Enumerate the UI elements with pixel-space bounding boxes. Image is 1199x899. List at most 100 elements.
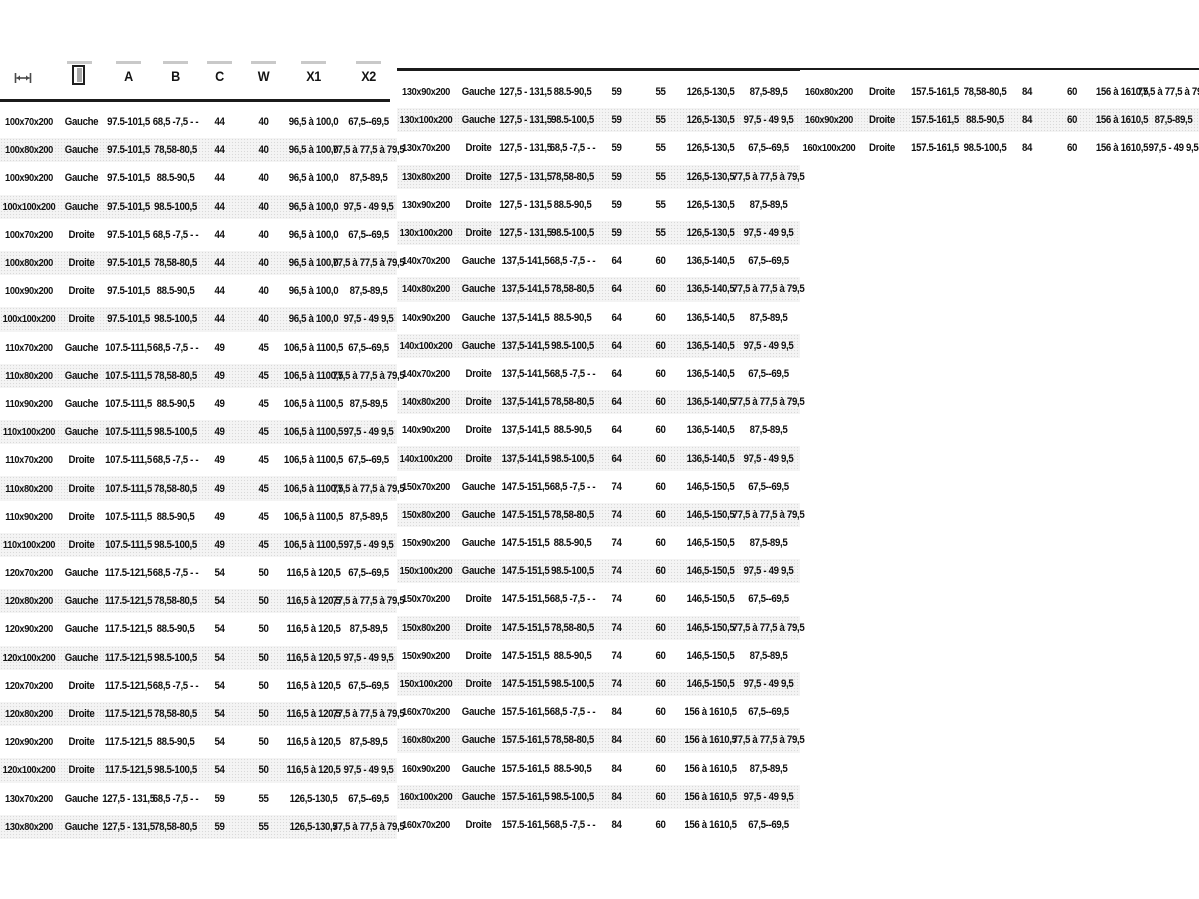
cell-x1: 146,5-150,5 <box>686 678 735 691</box>
cell-a: 107.5-111,5 <box>105 397 152 410</box>
cell-a: 137,5-141,5 <box>501 339 550 352</box>
cell-b: 88.5-90,5 <box>553 198 592 211</box>
cell-x2: 67,5--69,5 <box>748 818 789 831</box>
cell-x2: 87,5-89,5 <box>349 397 388 410</box>
cell-size: 130x90x200 <box>402 198 450 211</box>
cell-x1: 116,5 à 120,5 <box>286 708 341 721</box>
table-row: 120x100x200 Gauche 117.5-121,5 98.5-100,5 54… <box>0 643 397 672</box>
cell-w: 60 <box>655 621 666 634</box>
cell-c: 44 <box>214 172 225 185</box>
table-panel-middle: 130x90x200 Gauche 127,5 - 131,5 88.5-90,5 59… <box>397 0 805 899</box>
cell-side: Gauche <box>461 508 496 521</box>
cell-a: 127,5 - 131,5 <box>102 792 155 805</box>
cell-a: 117.5-121,5 <box>104 679 153 692</box>
cell-c: 84 <box>611 706 622 719</box>
cell-w: 55 <box>655 198 666 211</box>
cell-a: 127,5 - 131,5 <box>499 142 552 155</box>
cell-side: Droite <box>68 454 95 467</box>
cell-a: 137,5-141,5 <box>501 452 550 465</box>
cell-x2: 87,5-89,5 <box>749 537 788 550</box>
cell-a: 157.5-161,5 <box>911 86 959 99</box>
cell-a: 97.5-101,5 <box>107 228 150 241</box>
cell-c: 84 <box>1021 114 1033 127</box>
cell-c: 64 <box>611 367 622 380</box>
cell-side: Droite <box>465 198 492 211</box>
cell-side: Droite <box>465 593 492 606</box>
cell-b: 68,5 -7,5 - - <box>152 454 199 467</box>
cell-x2: 87,5-89,5 <box>749 198 788 211</box>
cell-w: 60 <box>655 762 666 775</box>
cell-a: 107.5-111,5 <box>105 482 152 495</box>
cell-b: 68,5 -7,5 - - <box>152 228 199 241</box>
cell-x1: 156 à 1610,5 <box>684 818 737 831</box>
cell-side: Gauche <box>461 311 496 324</box>
header-rule <box>207 61 232 64</box>
cell-x1: 136,5-140,5 <box>686 311 735 324</box>
cell-side: Gauche <box>64 567 99 580</box>
cell-a: 117.5-121,5 <box>104 595 153 608</box>
cell-x1: 136,5-140,5 <box>686 255 735 268</box>
table-row: 130x80x200 Droite 127,5 - 131,5 78,58-80,5 5… <box>397 162 805 191</box>
cell-c: 59 <box>214 820 225 833</box>
cell-a: 147.5-151,5 <box>501 508 550 521</box>
cell-size: 150x80x200 <box>402 621 450 634</box>
cell-w: 60 <box>655 649 666 662</box>
cell-x2: 67,5--69,5 <box>348 116 389 129</box>
cell-a: 137,5-141,5 <box>501 255 550 268</box>
cell-x2: 67,5--69,5 <box>348 792 389 805</box>
cell-w: 60 <box>655 790 666 803</box>
table-header: A B C W X1 X2 <box>0 52 397 99</box>
cell-size: 140x90x200 <box>402 311 450 324</box>
cell-c: 44 <box>214 144 225 157</box>
cell-x2: 77,5 à 77,5 à 79,5 <box>332 595 405 608</box>
width-measure-icon <box>14 71 32 89</box>
cell-x1: 126,5-130,5 <box>686 114 735 127</box>
cell-c: 64 <box>611 255 622 268</box>
cell-a: 117.5-121,5 <box>104 708 153 721</box>
cell-c: 84 <box>611 734 622 747</box>
cell-size: 150x70x200 <box>402 593 450 606</box>
cell-c: 64 <box>611 452 622 465</box>
cell-a: 127,5 - 131,5 <box>102 820 155 833</box>
cell-w: 55 <box>258 792 269 805</box>
cell-c: 44 <box>214 313 225 326</box>
cell-c: 44 <box>214 285 225 298</box>
cell-b: 88.5-90,5 <box>156 172 195 185</box>
cell-a: 157.5-161,5 <box>911 114 959 127</box>
table-row: 120x80x200 Gauche 117.5-121,5 78,58-80,5 54 5… <box>0 587 405 616</box>
cell-a: 97.5-101,5 <box>107 200 150 213</box>
cell-b: 68,5 -7,5 - - <box>152 792 199 805</box>
table-rows-left: 100x70x200 Gauche 97.5-101,5 68,5 -7,5 - -4… <box>0 108 405 841</box>
cell-c: 49 <box>214 369 225 382</box>
cell-x2: 87,5-89,5 <box>749 762 788 775</box>
cell-side: Gauche <box>461 339 496 352</box>
cell-size: 120x100x200 <box>2 651 56 664</box>
cell-c: 74 <box>611 649 622 662</box>
cell-w: 55 <box>655 227 666 240</box>
table-row: 150x100x200 Gauche 147.5-151,5 98.5-100,5 74… <box>397 557 800 586</box>
table-row: 110x80x200 Droite 107.5-111,5 78,58-80,5 49 4… <box>0 474 405 503</box>
table-row: 100x90x200 Gauche 97.5-101,5 88.5-90,5 44 40 9… <box>0 164 397 192</box>
table-row: 140x90x200 Droite 137,5-141,5 88.5-90,5 64 60… <box>397 416 800 444</box>
cell-side: Gauche <box>64 144 99 157</box>
cell-b: 68,5 -7,5 - - <box>152 341 199 354</box>
cell-x2: 77,5 à 77,5 à 79,5 <box>332 708 405 721</box>
cell-x2: 97,5 - 49 9,5 <box>743 790 794 803</box>
cell-size: 100x70x200 <box>5 228 53 241</box>
cell-a: 117.5-121,5 <box>104 651 153 664</box>
cell-x1: 136,5-140,5 <box>686 452 735 465</box>
cell-b: 68,5 -7,5 - - <box>549 480 596 493</box>
cell-x1: 106,5 à 1100,5 <box>283 341 344 354</box>
cell-w: 40 <box>258 116 269 129</box>
cell-b: 78,58-80,5 <box>154 369 197 382</box>
cell-side: Gauche <box>64 172 99 185</box>
column-header-b: B <box>171 68 180 84</box>
cell-size: 100x100x200 <box>2 313 56 326</box>
cell-size: 120x90x200 <box>5 736 53 749</box>
table-row: 150x80x200 Gauche 147.5-151,5 78,58-80,5 74 6… <box>397 500 805 529</box>
cell-side: Gauche <box>64 369 99 382</box>
cell-side: Gauche <box>461 283 496 296</box>
cell-c: 49 <box>214 482 225 495</box>
table-row: 120x70x200 Gauche 117.5-121,5 68,5 -7,5 - -… <box>0 559 397 587</box>
cell-x2: 87,5-89,5 <box>349 510 388 523</box>
